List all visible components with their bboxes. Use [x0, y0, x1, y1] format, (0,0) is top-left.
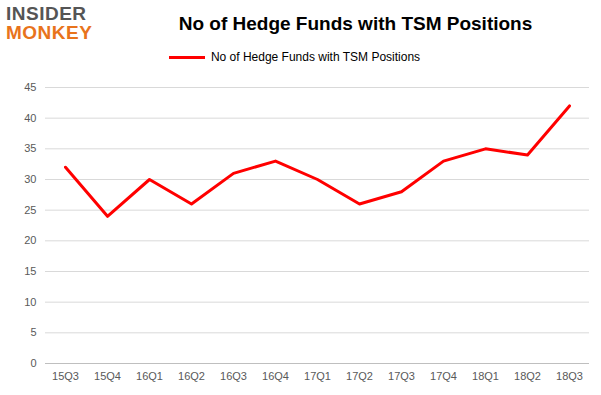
svg-text:16Q2: 16Q2: [178, 370, 205, 382]
html-text:No of Hedge Funds with TSM Pos: No of Hedge Funds with TSM Positions: [210, 50, 421, 64]
svg-text:18Q2: 18Q2: [514, 370, 541, 382]
svg-text:17Q2: 17Q2: [346, 370, 373, 382]
svg-text:18Q3: 18Q3: [556, 370, 583, 382]
svg-text:45: 45: [24, 81, 36, 93]
html-text:No of Hedge Funds with TSM Pos: No of Hedge Funds with TSM Positions: [178, 13, 533, 34]
svg-text:0: 0: [30, 357, 36, 369]
svg-text:40: 40: [24, 112, 36, 124]
svg-text:16Q3: 16Q3: [220, 370, 247, 382]
svg-text:5: 5: [30, 326, 36, 338]
svg-text:16Q1: 16Q1: [136, 370, 163, 382]
svg-text:30: 30: [24, 173, 36, 185]
svg-text:17Q4: 17Q4: [430, 370, 457, 382]
html-text:INSIDER: INSIDER: [6, 3, 87, 24]
svg-text:10: 10: [24, 296, 36, 308]
svg-text:35: 35: [24, 142, 36, 154]
svg-text:17Q1: 17Q1: [304, 370, 331, 382]
svg-text:15Q4: 15Q4: [94, 370, 121, 382]
svg-text:15: 15: [24, 265, 36, 277]
svg-text:25: 25: [24, 204, 36, 216]
svg-text:16Q4: 16Q4: [262, 370, 289, 382]
svg-text:15Q3: 15Q3: [52, 370, 79, 382]
svg-text:17Q3: 17Q3: [388, 370, 415, 382]
svg-text:18Q1: 18Q1: [472, 370, 499, 382]
html-text:MONKEY: MONKEY: [6, 22, 93, 43]
svg-text:20: 20: [24, 234, 36, 246]
